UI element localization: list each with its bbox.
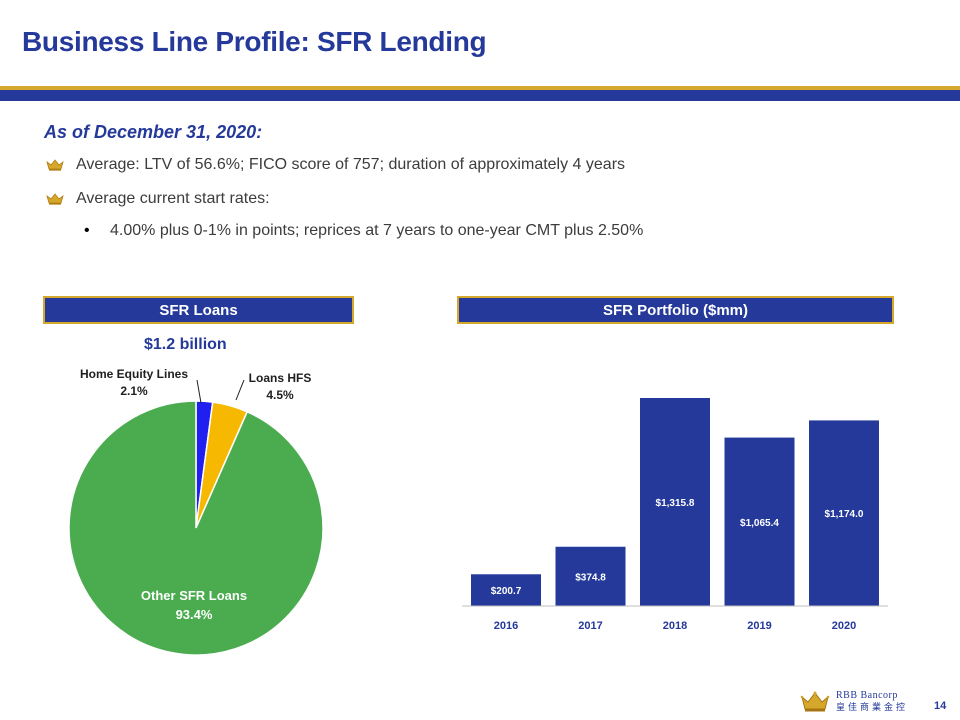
crown-bullet-icon bbox=[46, 159, 64, 171]
pie-label-home-equity-name: Home Equity Lines bbox=[79, 367, 189, 381]
bar-value-label: $200.7 bbox=[491, 586, 522, 597]
pie-label-loans-hfs-value: 4.5% bbox=[266, 388, 294, 402]
title-rule-navy bbox=[0, 90, 960, 101]
bar-value-label: $1,315.8 bbox=[656, 498, 695, 509]
sub-bullet-dot: • bbox=[84, 222, 90, 239]
pie-label-loans-hfs-name: Loans HFS bbox=[248, 371, 312, 385]
x-tick-label: 2018 bbox=[663, 620, 687, 632]
title-rule-gold bbox=[0, 86, 960, 90]
logo-name-zh: 皇佳商業金控 bbox=[836, 703, 909, 713]
bullet-text-start-rates: Average current start rates: bbox=[76, 190, 270, 207]
bar-2017 bbox=[555, 546, 626, 606]
rbb-logo: RBB Bancorp 皇佳商業金控 bbox=[800, 690, 908, 714]
crown-logo-icon bbox=[800, 691, 830, 712]
bar-value-label: $374.8 bbox=[575, 572, 606, 583]
as-of-heading: As of December 31, 2020: bbox=[44, 122, 263, 142]
pie-label-home-equity: Home Equity Lines 2.1% bbox=[70, 366, 198, 400]
pie-label-loans-hfs: Loans HFS 4.5% bbox=[240, 370, 320, 404]
pie-label-home-equity-value: 2.1% bbox=[120, 384, 148, 398]
bar-2020 bbox=[809, 420, 879, 606]
crown-bullet-icon bbox=[46, 193, 64, 205]
leader-line-loans-hfs bbox=[235, 379, 245, 401]
bar-value-label: $1,065.4 bbox=[740, 518, 779, 529]
sfr-loans-header: SFR Loans bbox=[43, 296, 354, 324]
pie-label-other-sfr-name: Other SFR Loans bbox=[140, 588, 248, 603]
pie-slice-other-sfr-loans bbox=[68, 400, 324, 656]
bullet-item: Average: LTV of 56.6%; FICO score of 757… bbox=[46, 156, 625, 174]
x-tick-label: 2019 bbox=[747, 620, 771, 632]
bar-value-label: $1,174.0 bbox=[825, 509, 864, 520]
leader-line-home-equity bbox=[196, 379, 202, 404]
bullet-text-ltv: Average: LTV of 56.6%; FICO score of 757… bbox=[76, 156, 626, 173]
x-tick-label: 2016 bbox=[494, 620, 518, 632]
logo-name-en: RBB Bancorp bbox=[836, 690, 898, 701]
bar-2019 bbox=[724, 437, 795, 606]
bar-2018 bbox=[640, 398, 710, 606]
sfr-portfolio-header: SFR Portfolio ($mm) bbox=[457, 296, 894, 324]
pie-label-other-sfr-value: 93.4% bbox=[175, 607, 213, 622]
bar-2016 bbox=[471, 574, 541, 606]
sub-bullet-item: • 4.00% plus 0-1% in points; reprices at … bbox=[84, 222, 643, 240]
bullet-item: Average current start rates: bbox=[46, 190, 270, 208]
page-number: 14 bbox=[934, 700, 947, 712]
pie-label-other-sfr: Other SFR Loans 93.4% bbox=[124, 586, 264, 624]
sub-bullet-text: 4.00% plus 0-1% in points; reprices at 7… bbox=[110, 222, 644, 239]
x-tick-label: 2017 bbox=[578, 620, 602, 632]
page-title: Business Line Profile: SFR Lending bbox=[22, 26, 487, 57]
sfr-loans-total: $1.2 billion bbox=[144, 336, 227, 353]
x-tick-label: 2020 bbox=[832, 620, 856, 632]
